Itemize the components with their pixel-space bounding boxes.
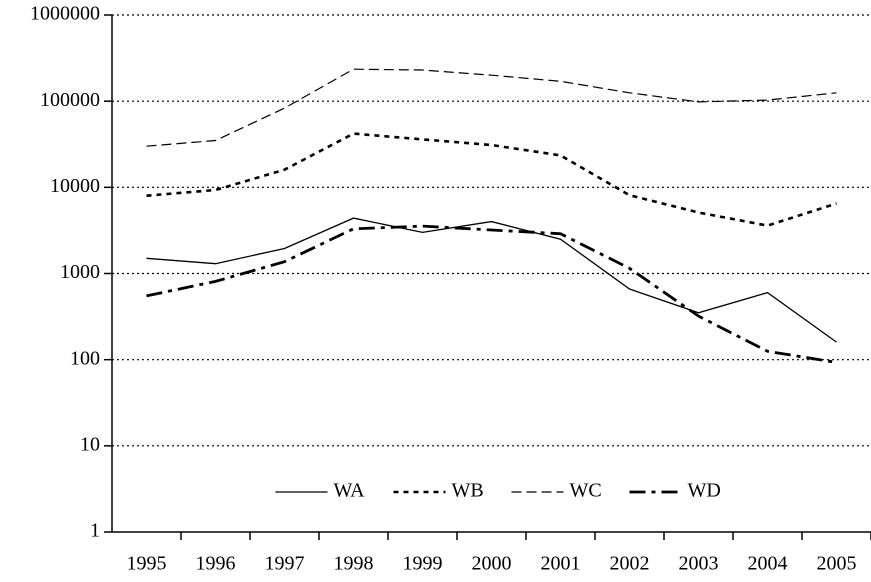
x-tick-label: 1995 [127,553,167,575]
y-tick-label: 10 [80,433,100,455]
series-line [146,224,837,364]
x-tick-label: 2000 [472,553,512,575]
x-tick-label: 2004 [748,553,788,575]
x-tick-label: 2005 [817,553,857,575]
x-tick-label: 2003 [679,553,719,575]
y-tick-label: 1 [90,520,100,542]
x-tick-label: 2002 [610,553,650,575]
legend-label: WD [688,480,721,502]
x-tick-label: 1997 [265,553,305,575]
series-line [146,217,837,343]
legend-label: WB [452,480,484,502]
x-tick-label: 1999 [403,553,443,575]
y-tick-label: 1000 [60,261,100,283]
x-tick-label: 1996 [196,553,236,575]
series-line [146,132,837,227]
y-tick-label: 10000 [50,175,100,197]
legend-label: WC [570,480,602,502]
y-tick-label: 1000000 [30,3,100,25]
series-line [146,68,837,147]
x-tick-label: 1998 [334,553,374,575]
y-tick-label: 100 [70,347,100,369]
x-tick-label: 2001 [541,553,581,575]
legend-label: WA [334,480,366,502]
y-tick-label: 100000 [40,89,100,111]
